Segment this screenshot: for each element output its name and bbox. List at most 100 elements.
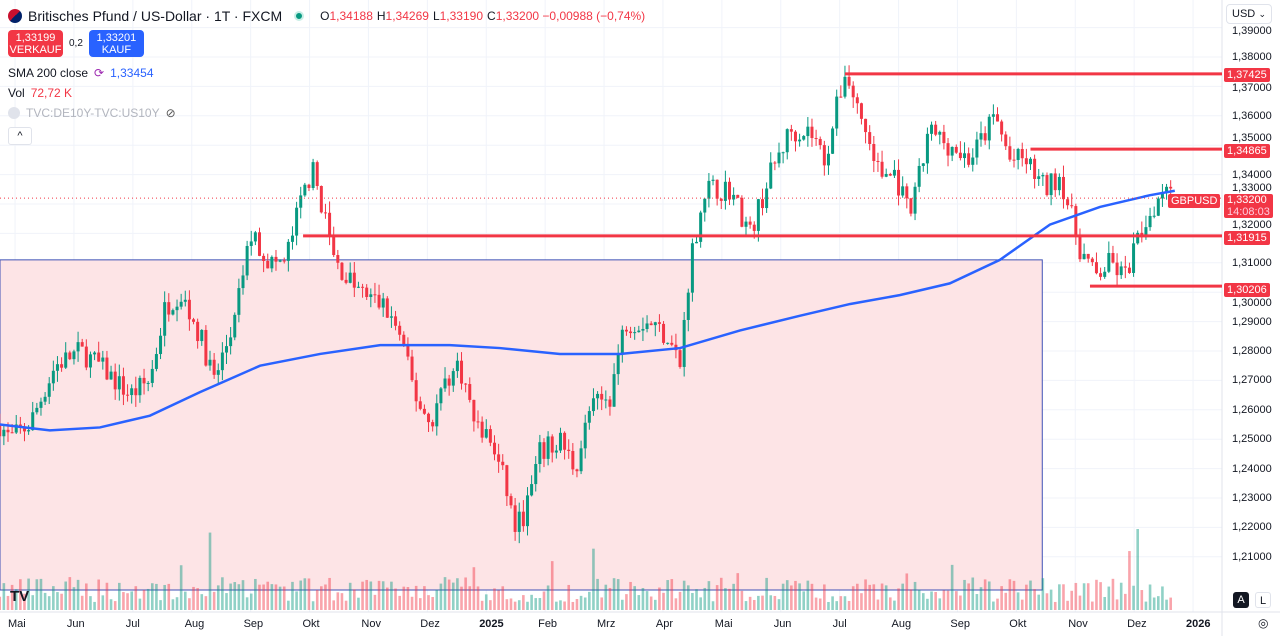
candle-body xyxy=(851,85,855,98)
sma-legend[interactable]: SMA 200 close ⟳ 1,33454 xyxy=(8,66,154,80)
time-tick: Nov xyxy=(1068,618,1088,630)
volume-bar xyxy=(604,584,608,610)
volume-bar xyxy=(1128,551,1131,610)
settings-eye-icon[interactable]: ◎ xyxy=(1258,616,1269,630)
candle-body xyxy=(1099,273,1103,277)
candle-body xyxy=(80,342,84,347)
candle-body xyxy=(616,354,620,375)
candle-body xyxy=(620,329,624,355)
candle-body xyxy=(1053,173,1057,191)
volume-bar xyxy=(596,578,599,610)
candle-body xyxy=(1024,158,1028,165)
volume-bar xyxy=(390,581,393,610)
candle-body xyxy=(624,329,628,332)
candle-body xyxy=(1115,262,1119,276)
candle-body xyxy=(950,146,954,156)
level-label-3: 1,31915 xyxy=(1224,231,1270,245)
volume-bar xyxy=(254,578,257,610)
candle-body xyxy=(97,352,101,362)
candle-body xyxy=(385,298,389,318)
volume-bar xyxy=(719,577,723,610)
candle-body xyxy=(134,388,138,396)
candle-body xyxy=(130,388,134,396)
candle-body xyxy=(270,256,274,269)
volume-bar xyxy=(68,577,72,610)
volume-bar xyxy=(588,591,591,610)
volume-bar xyxy=(938,598,942,610)
volume-bar xyxy=(443,577,447,610)
volume-bar xyxy=(913,581,917,610)
price-tick: 1,21000 xyxy=(1232,550,1272,563)
candle-body xyxy=(418,401,422,409)
volume-bar xyxy=(1132,585,1135,610)
candle-body xyxy=(422,408,426,414)
candle-body xyxy=(101,357,105,362)
time-tick: Jul xyxy=(832,618,847,630)
candle-body xyxy=(435,403,439,427)
price-tick: 1,38000 xyxy=(1232,51,1272,63)
eye-hidden-icon[interactable]: ⊘ xyxy=(165,106,176,120)
volume-bar xyxy=(736,573,740,610)
volume-bar xyxy=(926,598,929,610)
buy-button[interactable]: 1,33201 KAUF xyxy=(88,30,144,57)
volume-bar xyxy=(1124,593,1127,610)
volume-bar xyxy=(353,589,356,610)
candle-body xyxy=(1066,199,1070,206)
spread-value: 0,2 xyxy=(69,38,83,49)
volume-bar xyxy=(105,582,109,610)
volume-bar xyxy=(621,599,624,610)
candle-body xyxy=(942,131,946,144)
volume-bar xyxy=(80,595,84,610)
tradingview-logo[interactable]: TV xyxy=(10,588,30,605)
volume-bar xyxy=(47,596,51,610)
candle-body xyxy=(1074,206,1078,236)
volume-bar xyxy=(880,583,884,610)
volume-bar xyxy=(476,586,480,610)
volume-bar xyxy=(1078,595,1082,610)
volume-bar xyxy=(884,585,888,610)
candle-body xyxy=(859,103,863,119)
candle-body xyxy=(538,442,542,465)
candle-body xyxy=(954,146,958,153)
vol-legend[interactable]: Vol 72,72 K xyxy=(8,86,73,100)
candle-body xyxy=(204,329,208,366)
volume-bar xyxy=(1157,596,1160,610)
candle-body xyxy=(641,328,645,331)
auto-scale-button[interactable]: A xyxy=(1233,592,1249,608)
candle-body xyxy=(262,255,266,261)
candle-body xyxy=(657,322,661,324)
candle-body xyxy=(47,383,51,397)
volume-bar xyxy=(1020,599,1024,610)
symbol-title[interactable]: Britisches Pfund / US-Dollar · 1T · FXCM xyxy=(28,8,283,24)
currency-select[interactable]: USD ⌄ xyxy=(1226,4,1272,24)
compare-legend[interactable]: TVC:DE10Y-TVC:US10Y ⊘ xyxy=(8,103,645,123)
candle-body xyxy=(163,302,167,336)
candle-body xyxy=(192,319,196,322)
candle-body xyxy=(167,302,171,315)
volume-bar xyxy=(167,583,171,610)
volume-bar xyxy=(299,580,303,610)
ohlc-values: O1,34188 H1,34269 L1,33190 C1,33200 −0,0098… xyxy=(320,9,646,23)
volume-bar xyxy=(76,579,80,610)
volume-bar xyxy=(1016,592,1020,610)
volume-bar xyxy=(575,599,579,610)
volume-bar xyxy=(1119,582,1123,610)
candle-body xyxy=(27,430,31,432)
price-tick: 1,34000 xyxy=(1232,168,1272,181)
volume-bar xyxy=(1152,597,1156,610)
sell-button[interactable]: 1,33199 VERKAUF xyxy=(8,30,63,57)
volume-bar xyxy=(1107,586,1111,610)
candle-body xyxy=(307,184,311,188)
volume-bar xyxy=(583,597,587,610)
log-scale-button[interactable]: L xyxy=(1255,592,1271,608)
volume-bar xyxy=(155,583,158,610)
volume-bar xyxy=(361,581,364,610)
candle-body xyxy=(356,286,360,288)
candle-body xyxy=(493,442,497,455)
collapse-legend-button[interactable]: ^ xyxy=(8,127,32,145)
volume-bar xyxy=(315,589,319,610)
chevron-down-icon: ⌄ xyxy=(1258,9,1266,19)
candle-body xyxy=(789,129,793,132)
volume-bar xyxy=(85,583,88,610)
